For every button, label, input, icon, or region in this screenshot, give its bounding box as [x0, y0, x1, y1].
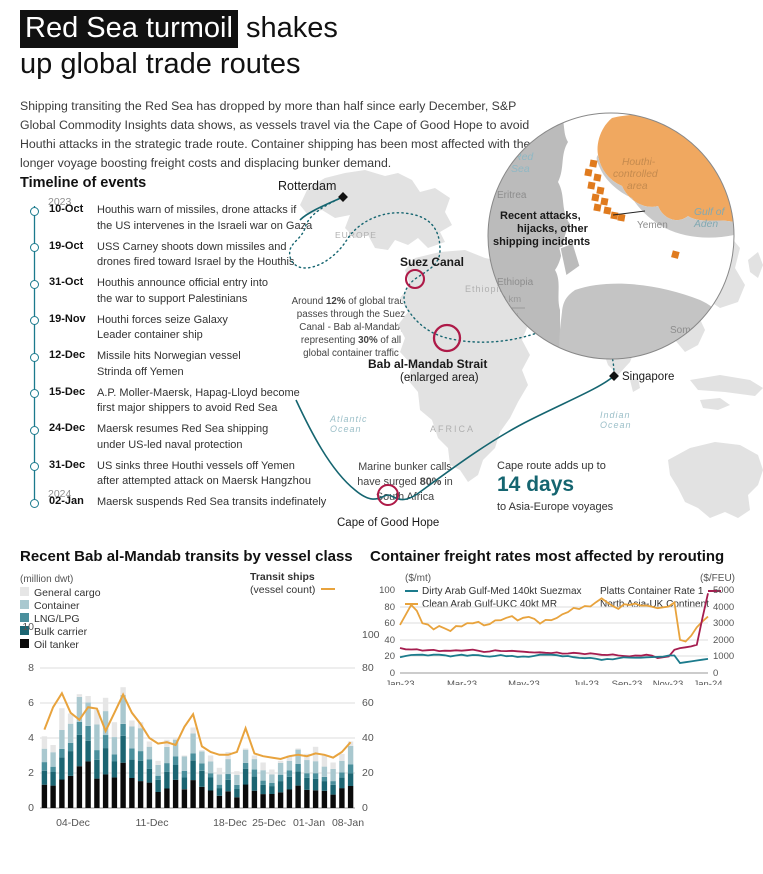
svg-text:11-Dec: 11-Dec: [135, 817, 168, 829]
svg-text:Ocean: Ocean: [330, 424, 362, 434]
svg-text:Jan-23: Jan-23: [385, 679, 414, 685]
svg-text:(enlarged area): (enlarged area): [400, 372, 479, 384]
svg-text:10: 10: [22, 621, 34, 633]
svg-text:Cape of Good Hope: Cape of Good Hope: [337, 517, 439, 529]
svg-text:EUROPE: EUROPE: [335, 230, 377, 240]
svg-text:Indian: Indian: [600, 410, 631, 420]
svg-text:20: 20: [384, 651, 395, 662]
svg-text:60: 60: [384, 618, 395, 629]
svg-text:0: 0: [713, 668, 718, 679]
svg-text:18-Dec: 18-Dec: [213, 817, 247, 829]
svg-text:0: 0: [390, 668, 395, 679]
svg-text:25-Dec: 25-Dec: [252, 817, 286, 829]
svg-text:5000: 5000: [713, 585, 734, 596]
svg-text:Bab al-Mandab Strait: Bab al-Mandab Strait: [368, 357, 487, 371]
svg-text:4000: 4000: [713, 602, 734, 613]
svg-text:6: 6: [28, 697, 34, 709]
svg-text:Jul-23: Jul-23: [573, 679, 599, 685]
svg-text:Ocean: Ocean: [600, 420, 632, 430]
svg-text:Singapore: Singapore: [622, 371, 674, 383]
svg-text:1000: 1000: [713, 651, 734, 662]
svg-text:01-Jan: 01-Jan: [293, 817, 325, 829]
svg-text:Mar-23: Mar-23: [447, 679, 477, 685]
svg-text:Sep-23: Sep-23: [612, 679, 643, 685]
svg-text:Jan-24: Jan-24: [693, 679, 722, 685]
svg-text:40: 40: [384, 635, 395, 646]
svg-text:AFRICA: AFRICA: [430, 424, 475, 434]
svg-text:3000: 3000: [713, 618, 734, 629]
svg-text:Ethiopia: Ethiopia: [465, 284, 506, 294]
svg-text:Suez Canal: Suez Canal: [400, 255, 464, 269]
svg-text:Atlantic: Atlantic: [329, 414, 368, 424]
svg-text:04-Dec: 04-Dec: [56, 817, 90, 829]
svg-text:08-Jan: 08-Jan: [332, 817, 364, 829]
svg-text:20: 20: [362, 767, 374, 779]
svg-text:May-23: May-23: [508, 679, 540, 685]
svg-text:40: 40: [362, 732, 374, 744]
svg-text:8: 8: [28, 662, 34, 674]
svg-text:0: 0: [362, 802, 368, 814]
svg-text:Nov-23: Nov-23: [653, 679, 684, 685]
svg-text:2: 2: [28, 767, 34, 779]
svg-text:0: 0: [28, 802, 34, 814]
svg-text:2000: 2000: [713, 635, 734, 646]
svg-text:80: 80: [384, 602, 395, 613]
svg-text:Rotterdam: Rotterdam: [278, 179, 336, 193]
svg-text:100: 100: [379, 585, 395, 596]
svg-text:60: 60: [362, 697, 374, 709]
svg-text:4: 4: [28, 732, 34, 744]
